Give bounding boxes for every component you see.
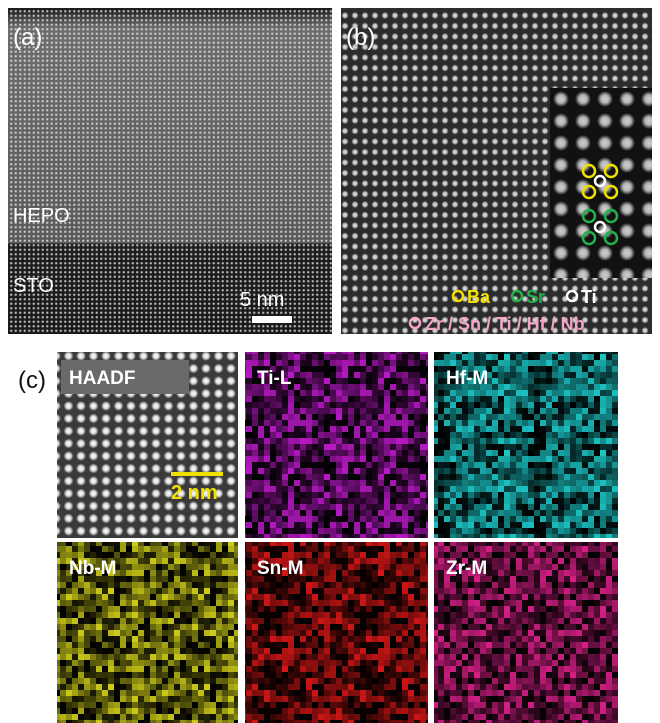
legend-text: Sr bbox=[526, 287, 545, 307]
scale-bar-label: 2 nm bbox=[171, 482, 218, 504]
scale-bar bbox=[171, 472, 223, 476]
figure: (a) HEPO STO 5 nm (b) Ba Sr Ti Zr / Sn /… bbox=[0, 0, 660, 723]
legend-text: Ba bbox=[467, 287, 491, 307]
inset-lattice bbox=[550, 88, 652, 278]
map-label: HAADF bbox=[69, 368, 136, 389]
layer-label: HEPO bbox=[13, 205, 70, 227]
map-label: Zr-M bbox=[446, 558, 487, 579]
legend-text: Zr / Sn / Ti / Hf / Nb bbox=[425, 314, 585, 334]
map-label: Sn-M bbox=[257, 558, 303, 579]
scale-bar-label: 5 nm bbox=[240, 289, 284, 311]
map-label: Nb-M bbox=[69, 558, 116, 579]
lattice bbox=[8, 8, 332, 334]
layer-label: STO bbox=[13, 275, 54, 297]
panel-label: (b) bbox=[346, 24, 375, 51]
scale-bar bbox=[252, 316, 292, 323]
map-label: Ti-L bbox=[257, 368, 292, 389]
map-grid: 2 nm HAADF Ti-L Hf-M Nb-M Sn-M Zr-M bbox=[57, 352, 618, 723]
panel-label: (a) bbox=[13, 24, 42, 51]
legend-text: Ti bbox=[581, 287, 597, 307]
map-label: Hf-M bbox=[446, 368, 488, 389]
panel-label: (c) bbox=[18, 367, 46, 394]
